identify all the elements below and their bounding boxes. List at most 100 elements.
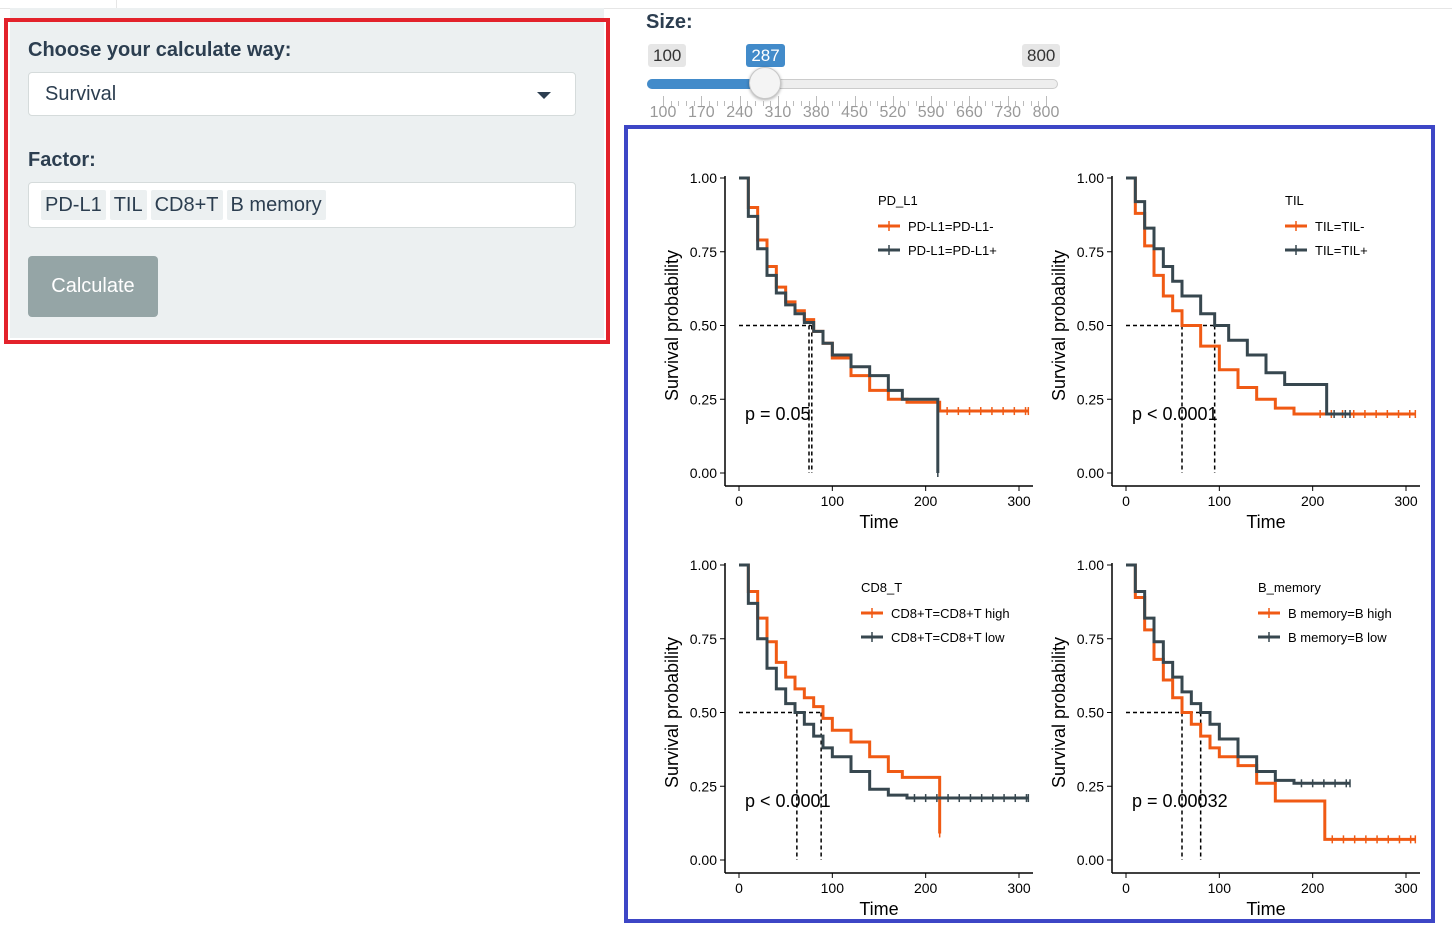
slider-minor-tick	[961, 101, 963, 106]
slider-minor-tick	[793, 101, 795, 106]
slider-handle[interactable]	[749, 67, 782, 99]
slider-minor-tick	[900, 101, 902, 106]
survival-curve	[739, 176, 940, 473]
calc-way-value: Survival	[45, 83, 117, 105]
y-tick-label: 0.00	[1077, 465, 1104, 481]
slider-tick	[663, 96, 664, 106]
survival-curve	[1126, 176, 1350, 416]
slider-minor-tick	[754, 101, 756, 106]
slider-minor-tick	[785, 101, 787, 106]
slider-minor-tick	[831, 101, 833, 106]
slider-tick	[969, 96, 971, 106]
y-tick-label: 0.50	[1077, 705, 1104, 721]
factor-chip[interactable]: PD-L1	[41, 190, 106, 220]
plots-highlight-box	[624, 125, 1435, 923]
y-tick-label: 0.75	[690, 631, 717, 647]
p-value-label: p < 0.0001	[1132, 404, 1218, 424]
y-tick-label: 0.50	[690, 705, 717, 721]
slider-tick	[816, 96, 818, 106]
legend-label: TIL=TIL-	[1315, 219, 1365, 234]
factor-chip[interactable]: CD8+T	[150, 190, 223, 220]
slider-tick-label: 660	[956, 104, 983, 121]
survival-curve	[1126, 563, 1350, 785]
slider-minor-tick	[992, 101, 994, 106]
slider-tick-label: 520	[879, 104, 907, 121]
x-tick-label: 0	[1122, 493, 1130, 509]
slider-minor-tick	[762, 101, 764, 106]
legend-label: CD8+T=CD8+T high	[891, 606, 1010, 621]
x-tick-label: 100	[1208, 493, 1232, 509]
sidebar-panel: Choose your calculate way: Survival Fact…	[10, 8, 604, 338]
calc-way-select[interactable]: Survival	[28, 72, 576, 116]
slider-tick-label: 380	[802, 104, 830, 121]
y-tick-label: 0.00	[1077, 852, 1104, 868]
y-tick-label: 0.25	[690, 391, 717, 407]
survival-curve	[739, 563, 1029, 800]
y-axis-title: Survival probability	[662, 637, 682, 788]
slider-minor-tick	[946, 101, 948, 106]
slider-minor-tick	[1038, 101, 1040, 106]
slider-tick-label: 100	[649, 104, 677, 121]
slider-minor-tick	[984, 101, 986, 106]
calculate-button[interactable]: Calculate	[28, 256, 158, 317]
slider-minor-tick	[1023, 101, 1025, 106]
slider-minor-tick	[770, 101, 772, 106]
legend-label: TIL=TIL+	[1315, 243, 1368, 258]
slider-max-label: 800	[1022, 44, 1061, 67]
legend-title: TIL	[1285, 193, 1304, 208]
input-highlight-box	[4, 18, 610, 344]
x-tick-label: 0	[1122, 880, 1130, 896]
x-tick-label: 100	[821, 493, 845, 509]
slider-minor-tick	[846, 101, 848, 106]
slider-fill	[647, 79, 766, 89]
legend-label: PD-L1=PD-L1+	[908, 243, 997, 258]
slider-minor-tick	[954, 101, 956, 106]
y-tick-label: 1.00	[690, 557, 717, 573]
calc-way-label: Choose your calculate way:	[28, 39, 292, 61]
y-tick-label: 0.25	[1077, 391, 1104, 407]
x-tick-label: 300	[1007, 493, 1031, 509]
slider-value-label: 287	[746, 44, 785, 67]
factor-multiselect[interactable]: PD-L1 TIL CD8+T B memory	[28, 182, 576, 228]
slider-minor-tick	[685, 101, 687, 106]
slider-tick-label: 590	[917, 104, 945, 121]
factor-chip[interactable]: B memory	[226, 190, 326, 220]
slider-minor-tick	[1030, 101, 1032, 106]
slider-minor-tick	[915, 101, 917, 106]
slider-min-label: 100	[648, 44, 687, 67]
slider-minor-tick	[938, 101, 940, 106]
survival-plots: 0.00 0.25 0.50 0.75 1.00 0 100 200 300 Time Surviv…	[662, 170, 1420, 919]
slider-minor-tick	[693, 101, 695, 106]
slider-tick-label: 800	[1032, 104, 1060, 121]
x-tick-label: 200	[1301, 880, 1325, 896]
slider-minor-tick	[678, 101, 680, 106]
x-tick-label: 0	[735, 880, 743, 896]
y-tick-label: 0.00	[690, 852, 717, 868]
p-value-label: p = 0.00032	[1132, 791, 1228, 811]
slider-minor-tick	[885, 101, 887, 106]
slider-minor-tick	[923, 101, 925, 106]
factor-chip[interactable]: TIL	[109, 190, 147, 220]
y-tick-label: 1.00	[690, 170, 717, 186]
y-tick-label: 0.25	[1077, 778, 1104, 794]
x-tick-label: 300	[1394, 493, 1418, 509]
slider-minor-tick	[731, 101, 733, 106]
slider-minor-tick	[808, 101, 810, 106]
slider-minor-tick	[716, 101, 718, 106]
p-value-label: p < 0.0001	[745, 791, 831, 811]
slider-minor-tick	[670, 101, 672, 106]
legend-title: CD8_T	[861, 580, 902, 595]
slider-tick	[1007, 96, 1009, 106]
slider-tick-label: 170	[687, 104, 715, 121]
x-axis-title: Time	[1246, 512, 1285, 532]
slider-tick-label: 450	[841, 104, 868, 121]
slider-minor-tick	[839, 101, 841, 106]
y-tick-label: 0.75	[690, 244, 717, 260]
y-tick-label: 1.00	[1077, 557, 1104, 573]
slider-minor-tick	[862, 101, 864, 106]
factor-label: Factor:	[28, 149, 96, 171]
slider-minor-tick	[708, 101, 710, 106]
legend-label: B memory=B high	[1288, 606, 1392, 621]
slider-minor-tick	[724, 101, 726, 106]
y-axis-title: Survival probability	[662, 250, 682, 401]
